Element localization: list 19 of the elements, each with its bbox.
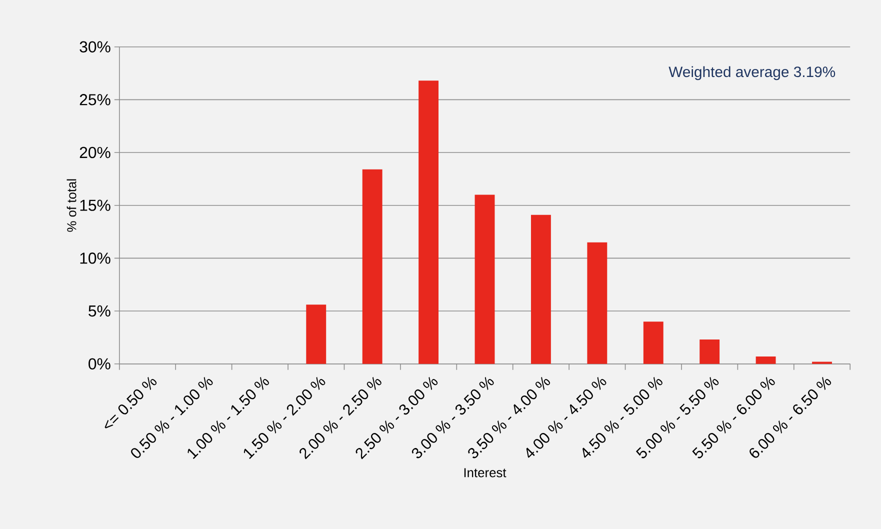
bar (756, 356, 776, 364)
bar (474, 194, 495, 364)
annotation: Weighted average 3.19% (668, 66, 836, 80)
y-axis-title: % of total (66, 179, 76, 232)
bar (587, 242, 608, 364)
bar (530, 214, 551, 364)
bar (643, 321, 664, 364)
y-tick-label: 10% (80, 252, 110, 264)
y-tick-label: 30% (80, 41, 110, 52)
y-tick-label: 0% (88, 358, 110, 370)
bar (362, 169, 382, 364)
bar (306, 304, 326, 364)
y-tick-label: 15% (80, 200, 110, 211)
bar (418, 80, 439, 364)
y-tick-label: 25% (80, 94, 110, 106)
y-tick-label: 5% (88, 305, 110, 316)
bar (700, 339, 720, 364)
x-axis-title: Interest (464, 468, 506, 478)
y-tick-label: 20% (80, 146, 110, 158)
